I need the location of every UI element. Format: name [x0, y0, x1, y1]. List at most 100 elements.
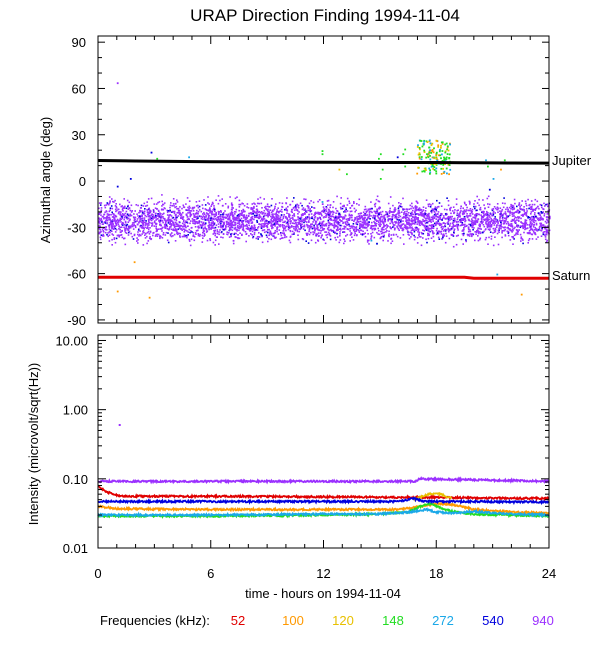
- band-point: [504, 234, 507, 236]
- band-point: [251, 222, 254, 224]
- cluster-point: [446, 148, 448, 151]
- band-point: [154, 222, 157, 225]
- band-point: [526, 232, 529, 234]
- band-point: [308, 233, 311, 236]
- band-point: [479, 238, 481, 241]
- band-point: [153, 231, 155, 234]
- band-point: [504, 211, 507, 213]
- band-point: [118, 211, 121, 213]
- band-point: [236, 230, 238, 232]
- band-point: [381, 219, 384, 221]
- band-point: [234, 218, 236, 220]
- band-point: [270, 232, 273, 235]
- band-point: [421, 210, 424, 213]
- band-point: [428, 203, 431, 205]
- band-point: [461, 224, 463, 226]
- band-point: [308, 227, 311, 230]
- intensity-xtick-label: 18: [429, 566, 443, 581]
- band-point: [178, 212, 180, 214]
- band-point: [340, 224, 343, 227]
- band-point: [516, 217, 518, 219]
- band-point: [230, 211, 233, 213]
- band-point: [210, 228, 212, 230]
- band-point: [220, 211, 222, 213]
- cluster-point: [433, 147, 435, 150]
- band-point: [234, 236, 236, 238]
- band-point: [547, 205, 549, 207]
- band-point: [383, 225, 385, 227]
- band-point: [474, 215, 476, 217]
- band-point: [322, 216, 325, 219]
- band-point: [207, 196, 209, 198]
- band-point: [131, 210, 133, 212]
- band-point: [408, 217, 410, 220]
- band-point: [514, 202, 516, 205]
- band-point: [354, 226, 357, 229]
- band-point: [503, 229, 506, 232]
- band-point: [229, 224, 231, 227]
- band-point: [286, 217, 288, 219]
- band-point: [202, 207, 204, 210]
- band-point: [365, 211, 368, 214]
- band-point: [272, 219, 275, 221]
- band-point: [159, 219, 162, 222]
- band-point: [137, 233, 139, 236]
- scatter-point: [485, 159, 487, 162]
- band-point: [410, 231, 412, 234]
- band-point: [123, 218, 125, 221]
- band-point: [268, 222, 270, 224]
- band-point: [361, 225, 363, 227]
- band-point: [367, 221, 369, 223]
- band-point: [178, 227, 181, 229]
- band-point: [476, 230, 478, 232]
- band-point: [147, 218, 150, 221]
- band-point: [418, 231, 421, 234]
- band-point: [414, 218, 416, 221]
- band-point: [279, 224, 282, 226]
- band-point: [327, 221, 330, 223]
- band-point: [289, 204, 291, 206]
- band-point: [266, 220, 269, 222]
- band-point: [453, 229, 455, 232]
- band-point: [243, 217, 245, 219]
- band-point: [205, 216, 207, 218]
- band-point: [130, 214, 133, 217]
- band-point: [343, 225, 346, 228]
- band-point: [120, 211, 122, 213]
- band-point: [125, 226, 128, 228]
- band-point: [325, 223, 328, 225]
- band-point: [409, 226, 411, 228]
- band-point: [486, 210, 488, 213]
- band-point: [192, 213, 195, 215]
- cluster-point: [443, 172, 445, 174]
- band-point: [463, 224, 465, 226]
- band-point: [146, 223, 148, 225]
- band-point: [220, 210, 222, 212]
- band-point: [543, 202, 545, 205]
- band-point: [310, 217, 313, 219]
- band-point: [211, 219, 213, 222]
- band-point: [289, 241, 292, 244]
- band-point: [182, 216, 185, 218]
- band-point: [113, 214, 115, 216]
- band-point: [134, 210, 136, 212]
- band-point: [214, 226, 217, 229]
- band-point: [447, 227, 449, 230]
- band-point: [300, 225, 302, 228]
- band-point: [340, 208, 342, 210]
- band-point: [306, 216, 309, 218]
- band-point: [544, 225, 546, 228]
- band-point: [286, 221, 289, 224]
- band-point: [533, 213, 536, 216]
- cluster-point: [421, 145, 424, 148]
- band-point: [471, 235, 473, 238]
- cluster-point: [435, 157, 438, 160]
- band-point: [352, 239, 355, 241]
- band-point: [510, 205, 512, 208]
- band-point: [497, 208, 499, 211]
- band-point: [422, 206, 425, 208]
- band-point: [187, 231, 190, 233]
- band-point: [140, 207, 142, 209]
- band-point: [100, 214, 102, 216]
- band-point: [167, 232, 169, 234]
